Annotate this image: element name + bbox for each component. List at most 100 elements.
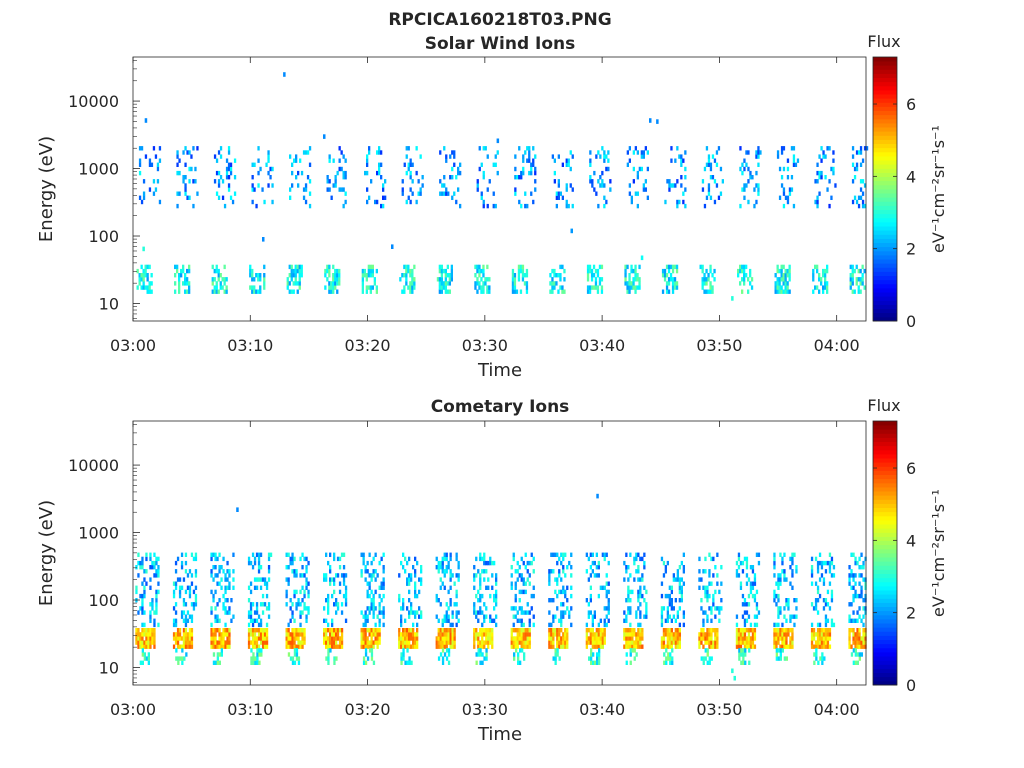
flux-cell xyxy=(323,618,326,623)
flux-cell xyxy=(564,552,567,557)
flux-cell xyxy=(482,203,485,209)
flux-cell xyxy=(607,581,610,586)
flux-cell xyxy=(289,644,292,649)
flux-cell xyxy=(247,585,251,590)
flux-cell xyxy=(188,632,192,637)
flux-cell xyxy=(376,199,379,205)
flux-cell xyxy=(148,289,151,294)
flux-cell xyxy=(753,632,757,637)
flux-cell xyxy=(382,585,385,590)
flux-cell xyxy=(172,644,176,649)
flux-cell xyxy=(441,622,444,628)
flux-cell xyxy=(410,606,413,611)
flux-cell xyxy=(370,636,373,641)
flux-cell xyxy=(810,640,814,645)
flux-cell xyxy=(627,632,630,637)
flux-cell xyxy=(323,640,326,645)
flux-cell xyxy=(405,277,408,282)
flux-cell xyxy=(773,628,776,633)
flux-cell xyxy=(781,636,784,641)
flux-cell xyxy=(720,598,723,603)
flux-cell xyxy=(599,644,602,649)
flux-cell xyxy=(630,199,633,205)
flux-cell xyxy=(552,618,555,623)
flux-cell xyxy=(405,273,408,278)
flux-cell xyxy=(528,573,531,578)
flux-cell xyxy=(518,606,521,611)
flux-cell xyxy=(373,277,376,282)
flux-cell xyxy=(158,199,162,205)
flux-cell xyxy=(569,183,572,188)
flux-cell xyxy=(630,195,633,200)
flux-cell xyxy=(603,632,606,637)
flux-cell xyxy=(792,154,796,159)
flux-cell xyxy=(775,593,778,599)
flux-cell xyxy=(483,644,486,649)
flux-cell xyxy=(291,556,294,562)
flux-cell xyxy=(174,281,177,286)
flux-cell xyxy=(370,589,373,595)
flux-cell xyxy=(174,581,178,586)
colorbar-segment xyxy=(873,189,897,194)
flux-cell xyxy=(783,552,786,557)
flux-cell xyxy=(702,628,705,633)
flux-cell xyxy=(329,644,332,649)
flux-cell xyxy=(293,648,297,653)
flux-cell xyxy=(664,569,667,574)
flux-cell xyxy=(142,195,146,200)
flux-cell xyxy=(261,187,264,192)
flux-cell xyxy=(864,581,867,586)
flux-cell xyxy=(307,581,310,586)
colorbar-tick-label: 2 xyxy=(906,240,916,259)
flux-cell xyxy=(485,656,488,661)
flux-cell xyxy=(140,146,144,151)
flux-cell xyxy=(217,183,221,188)
flux-cell xyxy=(249,618,253,623)
panel-title: Solar Wind Ions xyxy=(425,34,576,54)
flux-cell xyxy=(785,636,788,641)
flux-cell xyxy=(299,602,302,607)
flux-cell xyxy=(378,632,381,637)
flux-cell xyxy=(591,179,594,184)
flux-cell xyxy=(493,560,496,566)
flux-cell xyxy=(249,628,253,633)
flux-cell xyxy=(645,589,648,595)
flux-cell xyxy=(668,602,671,607)
flux-cell xyxy=(294,264,297,270)
flux-cell xyxy=(362,644,365,649)
flux-cell xyxy=(212,565,215,570)
flux-cell xyxy=(408,573,411,578)
flux-cell xyxy=(224,573,227,578)
flux-cell xyxy=(141,565,144,570)
flux-cell xyxy=(405,281,408,286)
flux-cell xyxy=(155,602,158,607)
flux-cell xyxy=(265,636,269,641)
flux-cell xyxy=(636,203,639,209)
flux-cell xyxy=(597,632,600,637)
flux-cell xyxy=(826,560,830,566)
flux-cell xyxy=(780,285,783,290)
flux-cell xyxy=(364,569,367,574)
flux-cell xyxy=(249,264,252,270)
flux-cell xyxy=(455,175,458,180)
flux-cell xyxy=(211,277,214,282)
flux-cell xyxy=(666,628,669,633)
flux-cell xyxy=(257,146,260,151)
flux-cell xyxy=(479,640,482,645)
flux-cell xyxy=(638,281,641,286)
flux-cell xyxy=(526,158,529,163)
flux-cell xyxy=(338,636,342,641)
flux-cell xyxy=(854,636,857,641)
flux-cell xyxy=(854,644,857,649)
flux-cell xyxy=(148,187,152,192)
flux-cell xyxy=(717,195,721,200)
flux-cell xyxy=(778,281,781,286)
flux-cell xyxy=(153,636,156,641)
flux-cell xyxy=(405,154,408,159)
flux-cell xyxy=(441,628,444,633)
flux-cell xyxy=(478,264,481,270)
flux-cell xyxy=(400,614,403,619)
flux-cell xyxy=(494,154,497,159)
flux-cell xyxy=(778,289,781,294)
flux-cell xyxy=(332,158,335,163)
